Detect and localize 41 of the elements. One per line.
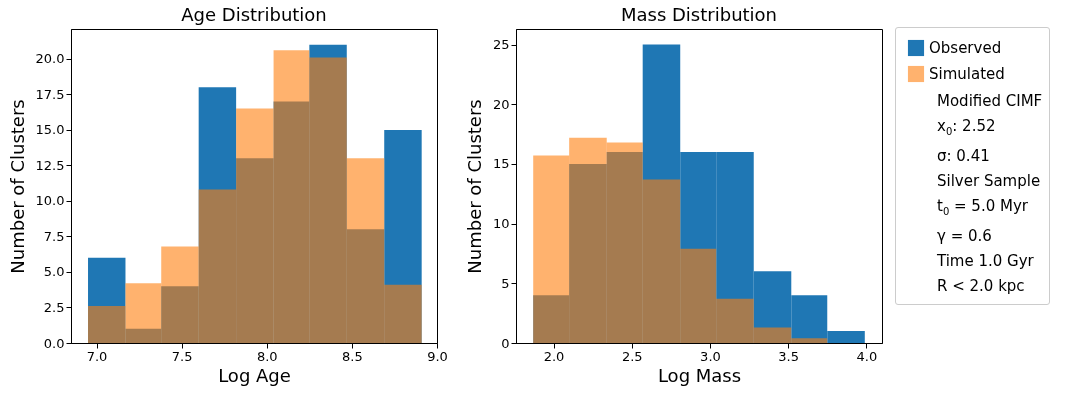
chart-title: Age Distribution — [181, 4, 327, 25]
y-tick-label: 5.0 — [43, 264, 65, 280]
y-tick-label: 20.0 — [35, 51, 65, 67]
text: x$_{0}$: 2.52 — [937, 116, 997, 139]
legend-label: Observed — [929, 39, 1002, 57]
text: γ = 0.6 — [937, 226, 993, 247]
y-tick-label: 25 — [492, 37, 510, 53]
chart-title: Mass Distribution — [620, 4, 778, 25]
y-tick-label: 20 — [492, 96, 510, 112]
text: Modified CIMF — [937, 91, 1043, 112]
x-tick-label: 8.5 — [342, 348, 363, 364]
y-tick-label: 10.0 — [35, 193, 65, 209]
text: t$_{0}$ = 5.0 Myr — [937, 196, 1029, 219]
text: Time 1.0 Gyr — [937, 251, 1035, 272]
legend-label: Simulated — [929, 65, 1005, 83]
y-tick-label: 17.5 — [35, 86, 65, 102]
y-tick-label: 12.5 — [35, 157, 65, 173]
x-tick-label: 8.0 — [256, 348, 278, 364]
y-tick-label: 0 — [501, 335, 510, 351]
y-tick-label: 7.5 — [43, 228, 65, 244]
x-tick-label: 3.0 — [700, 348, 721, 364]
y-tick-label: 15.0 — [35, 122, 65, 138]
text: Silver Sample — [937, 171, 1042, 192]
x-tick-label: 4.0 — [856, 348, 878, 364]
x-tick-label: 7.5 — [171, 348, 193, 364]
x-tick-label: 7.0 — [86, 348, 108, 364]
x-tick-label: 3.5 — [778, 348, 799, 364]
y-tick-label: 10 — [492, 216, 510, 232]
y-axis-title: Number of Clusters — [6, 99, 28, 274]
text: σ: 0.41 — [937, 146, 991, 167]
text: R < 2.0 kpc — [937, 276, 1026, 297]
y-axis-title: Number of Clusters — [463, 99, 485, 274]
y-tick-label: 2.5 — [43, 299, 65, 315]
y-tick-label: 15 — [492, 156, 510, 172]
x-tick-label: 2.5 — [621, 348, 643, 364]
y-tick-label: 5 — [501, 275, 510, 291]
x-axis-title: Log Mass — [657, 364, 742, 386]
x-axis-title: Log Age — [218, 364, 291, 386]
y-tick-label: 0.0 — [43, 335, 65, 351]
x-tick-label: 9.0 — [427, 348, 448, 364]
x-tick-label: 2.0 — [543, 348, 565, 364]
